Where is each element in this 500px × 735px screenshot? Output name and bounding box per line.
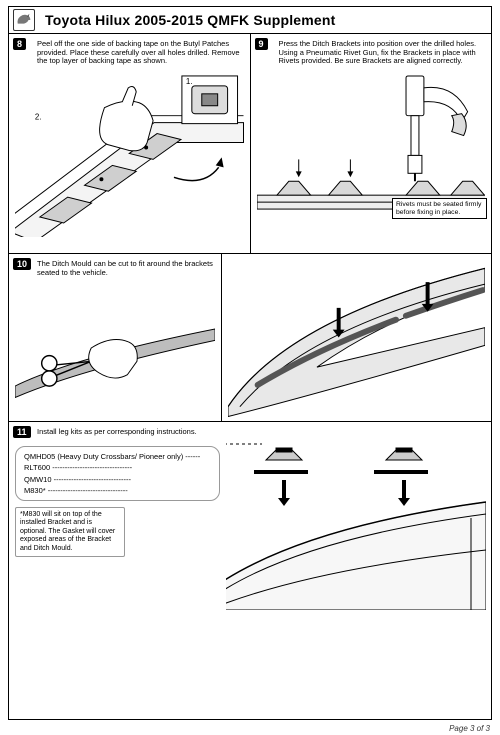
inset-label-1: 1. [186,77,193,86]
illustration-step-10a [15,288,215,408]
page: Toyota Hilux 2005-2015 QMFK Supplement 8… [0,0,500,735]
step-text: Press the Ditch Brackets into position o… [279,40,486,68]
rhino-icon [15,11,33,29]
step-text: Install leg kits as per corresponding in… [37,428,486,440]
kit-item: QMW10 [24,475,52,484]
kit-list: QMHD05 (Heavy Duty Crossbars/ Pioneer on… [15,446,220,501]
panel-step-9: 9 Press the Ditch Brackets into position… [250,34,492,253]
page-title: Toyota Hilux 2005-2015 QMFK Supplement [45,12,336,28]
illustration-step-11 [226,440,486,610]
step-number: 8 [13,38,26,50]
brand-logo [13,9,35,31]
step-number: 11 [13,426,31,438]
step-text: The Ditch Mould can be cut to fit around… [37,260,215,288]
page-footer: Page 3 of 3 [449,724,490,733]
illustration-step-10b [228,258,485,417]
panel-step-11: 11 Install leg kits as per corresponding… [9,422,492,719]
step-number: 10 [13,258,31,270]
inset-label-2: 2. [35,113,42,122]
callout-box: Rivets must be seated firmly before fixi… [392,198,487,219]
kit-item: M830* [24,486,46,495]
illustration-step-8: 1. 2. [15,68,244,237]
row-steps-8-9: 8 Peel off the one side of backing tape … [9,34,491,254]
row-step-10: 10 The Ditch Mould can be cut to fit aro… [9,254,491,422]
panel-step-8: 8 Peel off the one side of backing tape … [9,34,250,253]
step-text: Peel off the one side of backing tape on… [37,40,244,68]
page-frame: Toyota Hilux 2005-2015 QMFK Supplement 8… [8,6,492,720]
step-number: 9 [255,38,268,50]
header-bar: Toyota Hilux 2005-2015 QMFK Supplement [9,7,491,34]
panel-step-10-right [221,254,491,421]
panel-step-10-left: 10 The Ditch Mould can be cut to fit aro… [9,254,221,421]
kit-item: QMHD05 (Heavy Duty Crossbars/ Pioneer on… [24,452,183,461]
kit-item: RLT600 [24,463,50,472]
footnote-box: *M830 will sit on top of the installed B… [15,507,125,557]
row-step-11: 11 Install leg kits as per corresponding… [9,422,491,719]
